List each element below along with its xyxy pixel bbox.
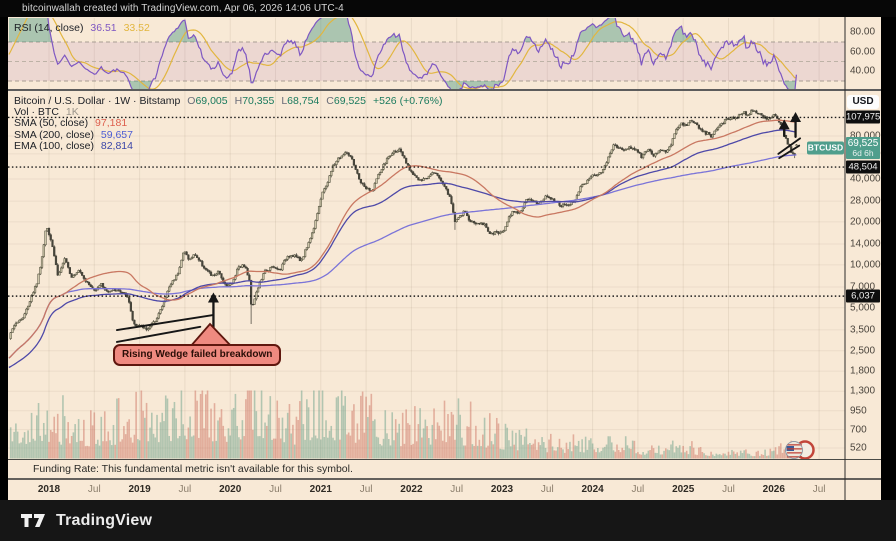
sma200-value: 59,657 [100, 128, 133, 141]
symbol-axis-tag: BTCUSD [807, 141, 844, 155]
rsi-legend[interactable]: RSI (14, close) 36.51 33.52 [14, 22, 150, 34]
time-tick-jul: Jul [269, 484, 282, 495]
ohlc-value: 69,005 [195, 95, 228, 107]
current-price: 69,525 [847, 137, 879, 149]
price-tick-label: 20,000 [850, 216, 881, 228]
rsi-tick-label: 40.00 [850, 65, 876, 77]
price-tick-label: 3,500 [850, 324, 876, 336]
time-tick-jul: Jul [722, 484, 735, 495]
time-tick-jul: Jul [87, 484, 101, 495]
price-tick-label: 2,500 [850, 345, 876, 357]
time-tick-year: 2026 [762, 484, 785, 495]
time-tick-year: 2025 [672, 484, 695, 495]
annotation-callout[interactable]: Rising Wedge failed breakdown [113, 344, 282, 366]
footer-brand[interactable]: TradingView [56, 511, 153, 529]
ohlc-value: 68,754 [287, 95, 320, 107]
price-tick-label: 1,800 [850, 365, 876, 377]
time-tick-year: 2023 [490, 484, 514, 495]
ohlc-value: 70,355 [242, 95, 275, 107]
price-tick-label: 80,000 [850, 131, 884, 142]
footer-bar: TradingView [0, 500, 896, 541]
symbol-pair-logo-icon [785, 440, 815, 460]
rsi-signal-value: 33.52 [123, 22, 150, 34]
price-tick-label: 14,000 [850, 238, 881, 250]
time-tick-jul: Jul [631, 484, 645, 495]
indicator-row-ema100[interactable]: EMA (100, close) 82,814 [14, 139, 442, 152]
ema100-value: 82,814 [100, 139, 133, 152]
price-tick-label: 7,000 [850, 281, 876, 293]
rsi-value: 36.51 [90, 22, 117, 34]
funding-rate-message: Funding Rate: This fundamental metric is… [33, 463, 353, 475]
price-tick-label: 5,000 [850, 302, 876, 314]
rsi-tick-label: 80.00 [850, 26, 876, 38]
main-legend: Bitcoin / U.S. Dollar · 1W · Bitstamp O69… [14, 96, 442, 152]
price-tick-label: 10,000 [850, 259, 881, 271]
ema100-label: EMA (100, close) [14, 139, 94, 152]
time-tick-year: 2020 [219, 484, 242, 495]
time-tick-jul: Jul [178, 484, 192, 495]
ohlc-letter: H [234, 95, 243, 107]
ohlc-letter: C [326, 95, 334, 107]
time-tick-year: 2018 [37, 484, 61, 495]
tradingview-logo-icon[interactable] [20, 511, 47, 531]
rsi-tick-label: 60.00 [850, 46, 876, 58]
price-tick-label: 28,000 [850, 195, 881, 207]
change-value: +526 (+0.76%) [373, 95, 443, 107]
volume-value: 1K [65, 106, 79, 119]
time-tick-year: 2019 [128, 484, 151, 495]
time-tick-year: 2024 [581, 484, 604, 495]
time-tick-year: 2022 [400, 484, 423, 495]
price-tick-label: 1,300 [850, 385, 876, 397]
price-tick-label: 520 [850, 442, 867, 454]
indicator-row-volume[interactable]: Vol · BTC 1K [14, 107, 442, 118]
price-tick-label: 40,000 [850, 173, 881, 185]
ohlc-value: 69,525 [333, 95, 366, 107]
time-tick-jul: Jul [540, 484, 554, 495]
time-tick-jul: Jul [812, 484, 826, 495]
volume-label: Vol · BTC [14, 106, 59, 119]
bar-countdown: 6d 6h [852, 147, 874, 158]
time-tick-year: 2021 [309, 484, 332, 495]
level-price-badge: 6,037 [846, 289, 880, 303]
symbol-row[interactable]: Bitcoin / U.S. Dollar · 1W · Bitstamp O69… [14, 96, 442, 107]
time-tick-jul: Jul [359, 484, 373, 495]
level-price-badge: 48,504 [846, 160, 880, 174]
current-price-badge: 69,525 6d 6h [846, 136, 880, 159]
time-axis[interactable]: 2018 Jul 2019 Jul 2020 Jul 2021 Jul 2022 Jul 2023 J… [0, 478, 896, 500]
ohlc-values: O69,005 H70,355 L68,754 C69,525 [180, 95, 366, 107]
rsi-legend-label: RSI (14, close) [14, 22, 84, 34]
price-tick-label: 700 [850, 424, 867, 436]
symbol-title: Bitcoin / U.S. Dollar · 1W · Bitstamp [14, 95, 181, 107]
snapshot-title: bitcoinwallah created with TradingView.c… [22, 3, 344, 14]
sma50-value: 97,181 [95, 117, 128, 130]
time-tick-jul: Jul [450, 484, 464, 495]
ohlc-letter: O [187, 95, 196, 107]
snapshot-title-bar: bitcoinwallah created with TradingView.c… [0, 0, 896, 17]
level-price-badge: 107,975 [846, 110, 881, 124]
ohlc-letter: L [281, 95, 288, 107]
indicator-row-sma200[interactable]: SMA (200, close) 59,657 [14, 128, 442, 141]
sma50-label: SMA (50, close) [14, 117, 89, 130]
price-tick-label: 950 [850, 405, 867, 417]
currency-toggle-button[interactable]: USD [847, 95, 879, 109]
sma200-label: SMA (200, close) [14, 128, 94, 141]
indicator-row-sma50[interactable]: SMA (50, close) 97,181 [14, 118, 442, 129]
